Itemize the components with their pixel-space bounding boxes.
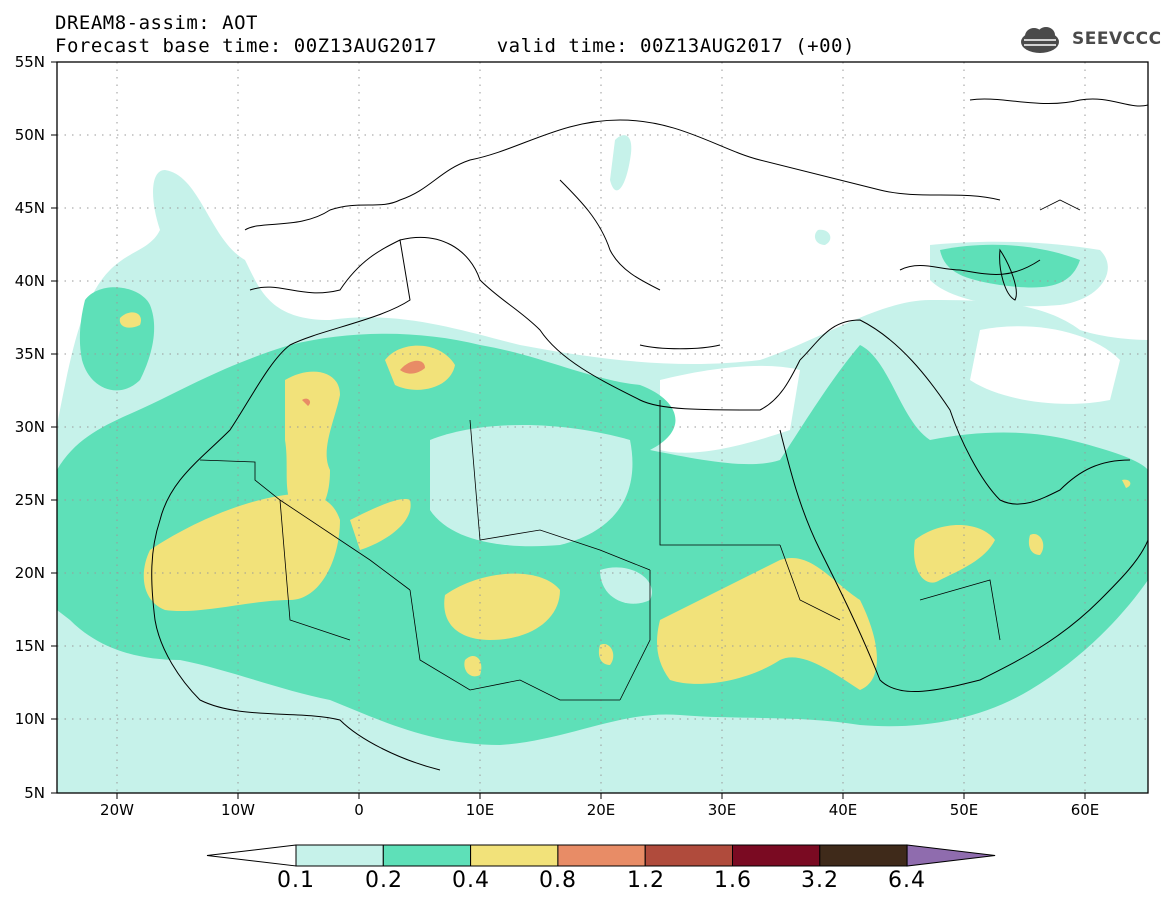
lon-label: 50E [950, 801, 979, 819]
colorbar-label: 0.4 [452, 868, 490, 893]
lon-label: 10E [466, 801, 495, 819]
colorbar-high-arrow [906, 844, 996, 867]
lat-label: 20N [15, 564, 45, 582]
lon-label: 20W [100, 801, 134, 819]
colorbar-swatch [732, 844, 821, 867]
lon-label: 30E [708, 801, 737, 819]
lon-label: 0 [354, 801, 364, 819]
colorbar-label: 3.2 [801, 868, 839, 893]
lat-label: 5N [24, 784, 45, 802]
aot-contour-0.8 [302, 360, 425, 406]
lat-label: 10N [15, 710, 45, 728]
lon-label: 10W [221, 801, 255, 819]
seevccc-logo [1021, 27, 1059, 53]
colorbar-low-arrow [206, 844, 297, 867]
lat-label: 15N [15, 637, 45, 655]
lat-label: 55N [15, 53, 45, 71]
colorbar-swatch [557, 844, 646, 867]
aot-contour-0.4 [119, 312, 1131, 690]
coastlines [151, 98, 1148, 771]
colorbar-swatch [470, 844, 559, 867]
colorbar-label: 0.1 [277, 868, 315, 893]
colorbar [206, 844, 996, 867]
lat-label: 50N [15, 126, 45, 144]
colorbar-swatch [295, 844, 384, 867]
lat-label: 45N [15, 199, 45, 217]
colorbar-label: 0.2 [365, 868, 403, 893]
lat-label: 40N [15, 272, 45, 290]
logo-text: SEEVCCC [1072, 29, 1162, 49]
lon-label: 60E [1071, 801, 1100, 819]
colorbar-swatch [382, 844, 472, 867]
colorbar-label: 1.6 [714, 868, 752, 893]
forecast-time-line: Forecast base time: 00Z13AUG2017 valid t… [55, 35, 855, 57]
colorbar-swatch [819, 844, 908, 867]
lon-label: 40E [829, 801, 858, 819]
colorbar-swatch [644, 844, 734, 867]
colorbar-label: 1.2 [627, 868, 665, 893]
aot-field [57, 62, 1148, 793]
colorbar-label: 6.4 [888, 868, 926, 893]
aot-contour-0.2 [57, 333, 1148, 745]
lat-label: 25N [15, 491, 45, 509]
lat-label: 35N [15, 345, 45, 363]
country-borders [199, 199, 1081, 701]
latitude-labels: 55N 50N 45N 40N 35N 30N 25N 20N 15N 10N … [15, 53, 45, 802]
longitude-labels: 20W 10W 0 10E 20E 30E 40E 50E 60E [100, 801, 1099, 819]
lat-label: 30N [15, 418, 45, 436]
cloud-icon [1021, 27, 1059, 53]
map-title: DREAM8-assim: AOT [55, 12, 258, 34]
colorbar-label: 0.8 [539, 868, 577, 893]
lon-label: 20E [587, 801, 616, 819]
